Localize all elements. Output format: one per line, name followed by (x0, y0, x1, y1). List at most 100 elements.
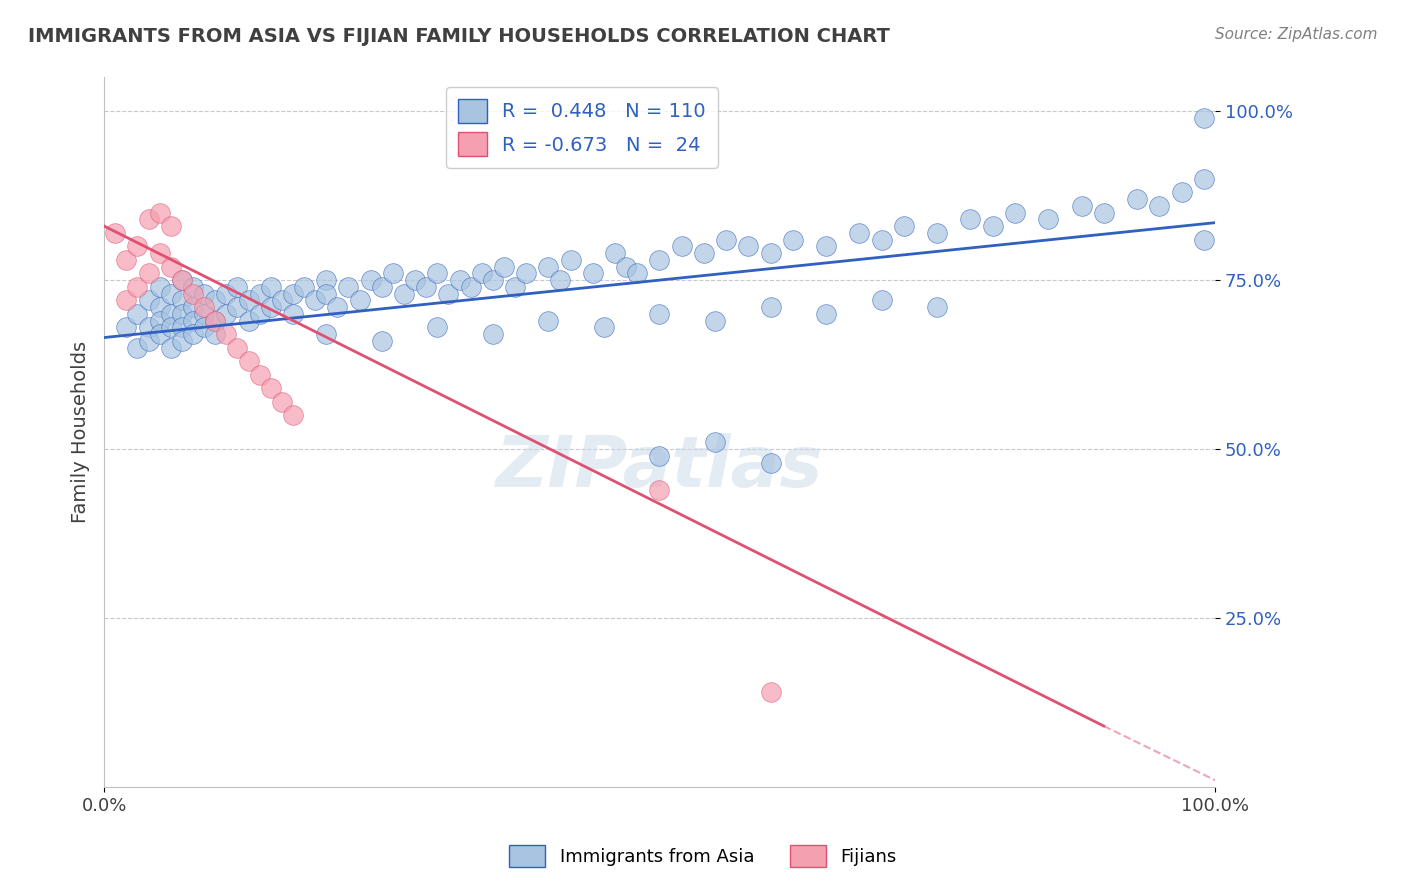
Point (449, 273, 471, 287)
Point (138, 266, 160, 280)
Point (626, 266, 648, 280)
Point (149, 327, 172, 342)
Point (893, 219, 915, 233)
Point (315, 286, 337, 301)
Point (737, 239, 759, 253)
Point (315, 327, 337, 342)
Point (337, 280, 360, 294)
Y-axis label: Family Households: Family Households (72, 341, 90, 524)
Point (648, 483, 671, 497)
Point (149, 313, 172, 327)
Point (193, 286, 215, 301)
Point (1192, 171, 1215, 186)
Point (714, 233, 737, 247)
Point (127, 307, 149, 321)
Point (404, 273, 426, 287)
Point (249, 286, 271, 301)
Point (138, 320, 160, 334)
Point (204, 313, 226, 327)
Point (170, 307, 193, 321)
Point (292, 280, 315, 294)
Point (249, 307, 271, 321)
Point (548, 273, 571, 287)
Point (138, 293, 160, 308)
Point (704, 313, 727, 327)
Point (115, 320, 138, 334)
Point (1004, 205, 1026, 219)
Point (181, 327, 204, 342)
Point (226, 280, 249, 294)
Point (149, 300, 172, 314)
Point (159, 341, 181, 355)
Point (149, 280, 172, 294)
Text: ZIPatlas: ZIPatlas (496, 434, 823, 502)
Point (815, 239, 838, 253)
Point (870, 233, 893, 247)
Point (238, 354, 260, 368)
Point (437, 286, 460, 301)
Point (215, 286, 238, 301)
Point (281, 286, 304, 301)
Point (104, 226, 127, 240)
Legend: R =  0.448   N = 110, R = -0.673   N =  24: R = 0.448 N = 110, R = -0.673 N = 24 (446, 87, 717, 168)
Point (170, 320, 193, 334)
Point (537, 313, 560, 327)
Point (759, 300, 782, 314)
Point (371, 334, 394, 348)
Point (693, 246, 716, 260)
Point (415, 280, 437, 294)
Point (170, 273, 193, 287)
Point (181, 300, 204, 314)
Point (537, 260, 560, 274)
Point (426, 320, 449, 334)
Point (238, 313, 260, 327)
Point (193, 307, 215, 321)
Point (215, 327, 238, 342)
Point (648, 307, 671, 321)
Point (238, 293, 260, 308)
Point (260, 300, 283, 314)
Point (870, 293, 893, 308)
Point (582, 266, 605, 280)
Point (260, 280, 283, 294)
Point (149, 246, 172, 260)
Point (371, 280, 394, 294)
Point (270, 293, 292, 308)
Point (1192, 111, 1215, 125)
Point (193, 320, 215, 334)
Point (1192, 233, 1215, 247)
Point (848, 226, 870, 240)
Point (482, 273, 505, 287)
Point (159, 219, 181, 233)
Point (281, 409, 304, 423)
Point (603, 246, 626, 260)
Point (226, 341, 249, 355)
Point (959, 212, 981, 227)
Point (115, 293, 138, 308)
Point (460, 280, 482, 294)
Point (560, 252, 582, 267)
Point (138, 334, 160, 348)
Point (1149, 199, 1171, 213)
Point (392, 286, 415, 301)
Point (614, 260, 637, 274)
Point (759, 456, 782, 470)
Point (138, 212, 160, 227)
Legend: Immigrants from Asia, Fijians: Immigrants from Asia, Fijians (502, 838, 904, 874)
Point (159, 260, 181, 274)
Point (159, 286, 181, 301)
Point (181, 280, 204, 294)
Point (127, 280, 149, 294)
Point (193, 300, 215, 314)
Point (249, 368, 271, 382)
Point (1170, 186, 1192, 200)
Point (648, 449, 671, 463)
Point (515, 266, 537, 280)
Point (426, 266, 449, 280)
Point (593, 320, 616, 334)
Point (1070, 199, 1092, 213)
Point (204, 327, 226, 342)
Point (648, 252, 671, 267)
Point (270, 394, 292, 409)
Point (704, 435, 727, 450)
